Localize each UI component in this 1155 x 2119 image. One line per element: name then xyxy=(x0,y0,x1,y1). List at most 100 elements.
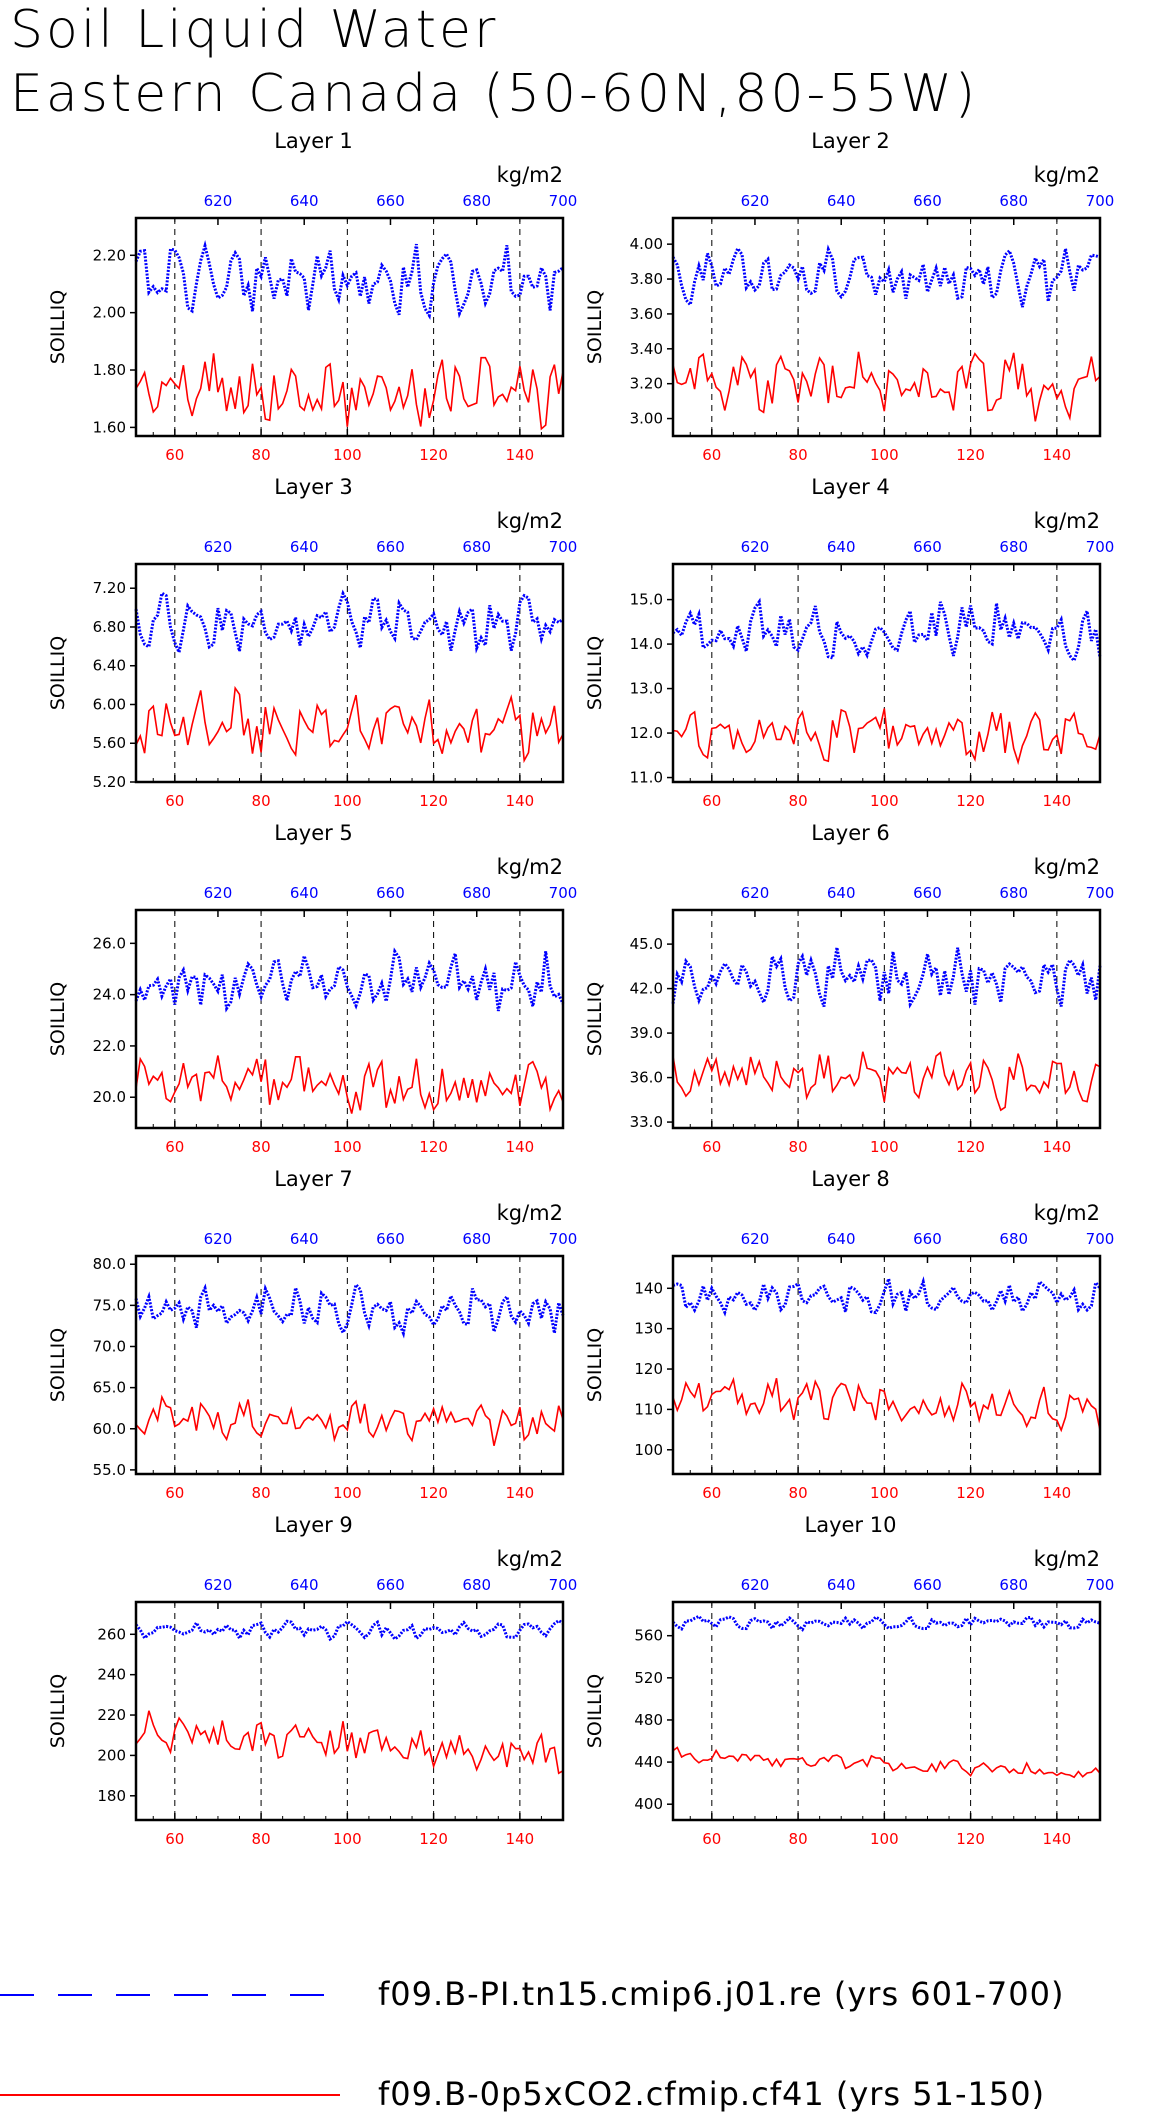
top-tick-label: 660 xyxy=(376,538,405,556)
panel-title: Layer 2 xyxy=(811,129,890,153)
legend-swatch-blue-dashed xyxy=(0,1994,340,1996)
bottom-tick-label: 60 xyxy=(702,1484,721,1502)
bottom-tick-label: 100 xyxy=(333,1138,362,1156)
plot-frame xyxy=(671,1254,1102,1476)
y-tick-label: 560 xyxy=(634,1627,663,1645)
top-tick-label: 680 xyxy=(462,1230,491,1248)
top-axis-unit: kg/m2 xyxy=(497,509,563,533)
top-axis-unit: kg/m2 xyxy=(497,1201,563,1225)
y-tick-label: 6.40 xyxy=(93,657,126,675)
series-line-pi xyxy=(134,239,564,320)
panel-6: Layer 6 kg/m2 620 640 660 680 700 60 80 100 120 140… xyxy=(584,821,1114,1156)
bottom-tick-label: 80 xyxy=(252,1830,271,1848)
plot-frame xyxy=(134,216,565,438)
y-axis-label: SOILLIQ xyxy=(47,1328,69,1402)
bottom-tick-label: 140 xyxy=(1043,1484,1072,1502)
y-tick-label: 11.0 xyxy=(630,769,663,787)
top-tick-label: 640 xyxy=(827,538,856,556)
y-tick-label: 12.0 xyxy=(630,724,663,742)
bottom-tick-label: 120 xyxy=(956,1830,985,1848)
y-tick-label: 240 xyxy=(97,1666,126,1684)
y-tick-label: 130 xyxy=(634,1320,663,1338)
y-tick-label: 110 xyxy=(634,1400,663,1418)
y-tick-label: 6.00 xyxy=(93,695,126,713)
bottom-tick-label: 120 xyxy=(419,792,448,810)
bottom-tick-label: 140 xyxy=(506,1830,535,1848)
top-tick-label: 680 xyxy=(999,884,1028,902)
bottom-tick-label: 60 xyxy=(165,1138,184,1156)
panel-title: Layer 10 xyxy=(805,1513,897,1537)
y-axis-label: SOILLIQ xyxy=(47,636,69,710)
panel-title: Layer 6 xyxy=(811,821,890,845)
y-tick-label: 520 xyxy=(634,1669,663,1687)
top-axis-unit: kg/m2 xyxy=(1034,1547,1100,1571)
y-tick-label: 260 xyxy=(97,1625,126,1643)
panel-title: Layer 1 xyxy=(274,129,353,153)
y-tick-label: 1.60 xyxy=(93,418,126,436)
bottom-tick-label: 140 xyxy=(506,792,535,810)
top-tick-label: 620 xyxy=(741,1576,770,1594)
top-tick-label: 700 xyxy=(1086,884,1115,902)
y-axis-label: SOILLIQ xyxy=(47,1674,69,1748)
y-tick-label: 55.0 xyxy=(93,1461,126,1479)
y-tick-label: 1.80 xyxy=(93,361,126,379)
y-tick-label: 140 xyxy=(634,1279,663,1297)
y-tick-label: 42.0 xyxy=(630,980,663,998)
legend-label-co2: f09.B-0p5xCO2.cfmip.cf41 (yrs 51-150) xyxy=(378,2075,1046,2113)
plot-frame xyxy=(671,562,1102,784)
top-tick-label: 700 xyxy=(1086,1576,1115,1594)
panel-title: Layer 4 xyxy=(811,475,890,499)
panel-9: Layer 9 kg/m2 620 640 660 680 700 60 80 100 120 140… xyxy=(47,1513,577,1848)
series-line-co2 xyxy=(672,1746,1101,1779)
y-tick-label: 2.00 xyxy=(93,304,126,322)
y-tick-label: 180 xyxy=(97,1787,126,1805)
series-line-co2 xyxy=(672,708,1101,766)
top-tick-label: 660 xyxy=(913,884,942,902)
y-tick-label: 6.80 xyxy=(93,618,126,636)
top-axis-unit: kg/m2 xyxy=(1034,855,1100,879)
y-tick-label: 70.0 xyxy=(93,1337,126,1355)
top-tick-label: 640 xyxy=(827,192,856,210)
plot-frame xyxy=(671,216,1102,438)
series-line-pi xyxy=(672,1272,1102,1317)
top-tick-label: 660 xyxy=(376,884,405,902)
bottom-tick-label: 60 xyxy=(165,1484,184,1502)
series-line-pi xyxy=(134,1618,564,1642)
legend-label-pi: f09.B-PI.tn15.cmip6.j01.re (yrs 601-700) xyxy=(378,1975,1065,2013)
top-tick-label: 680 xyxy=(999,1230,1028,1248)
bottom-tick-label: 120 xyxy=(956,1484,985,1502)
bottom-tick-label: 80 xyxy=(789,1484,808,1502)
y-tick-label: 7.20 xyxy=(93,579,126,597)
y-tick-label: 33.0 xyxy=(630,1113,663,1131)
bottom-tick-label: 60 xyxy=(165,446,184,464)
top-axis-unit: kg/m2 xyxy=(1034,1201,1100,1225)
bottom-tick-label: 60 xyxy=(702,1138,721,1156)
top-tick-label: 680 xyxy=(999,538,1028,556)
top-tick-label: 620 xyxy=(741,884,770,902)
plot-frame xyxy=(134,908,565,1130)
bottom-tick-label: 100 xyxy=(870,1484,899,1502)
y-axis-label: SOILLIQ xyxy=(47,290,69,364)
top-tick-label: 620 xyxy=(204,884,233,902)
top-tick-label: 640 xyxy=(827,1576,856,1594)
top-axis-unit: kg/m2 xyxy=(497,163,563,187)
bottom-tick-label: 80 xyxy=(789,446,808,464)
y-tick-label: 120 xyxy=(634,1360,663,1378)
bottom-tick-label: 80 xyxy=(789,1138,808,1156)
y-tick-label: 24.0 xyxy=(93,986,126,1004)
y-tick-label: 200 xyxy=(97,1746,126,1764)
top-tick-label: 660 xyxy=(913,538,942,556)
plot-frame xyxy=(134,1600,565,1822)
top-axis-unit: kg/m2 xyxy=(497,855,563,879)
bottom-tick-label: 140 xyxy=(1043,792,1072,810)
series-line-pi xyxy=(671,947,1102,1009)
page-subtitle-region: Eastern Canada (50-60N,80-55W) xyxy=(10,64,979,124)
top-tick-label: 700 xyxy=(549,884,578,902)
bottom-tick-label: 100 xyxy=(870,792,899,810)
panel-7: Layer 7 kg/m2 620 640 660 680 700 60 80 100 120 140… xyxy=(47,1167,577,1502)
plot-frame xyxy=(671,1600,1102,1822)
bottom-tick-label: 120 xyxy=(419,1138,448,1156)
top-tick-label: 660 xyxy=(376,1230,405,1248)
top-tick-label: 700 xyxy=(549,192,578,210)
y-tick-label: 3.60 xyxy=(630,305,663,323)
